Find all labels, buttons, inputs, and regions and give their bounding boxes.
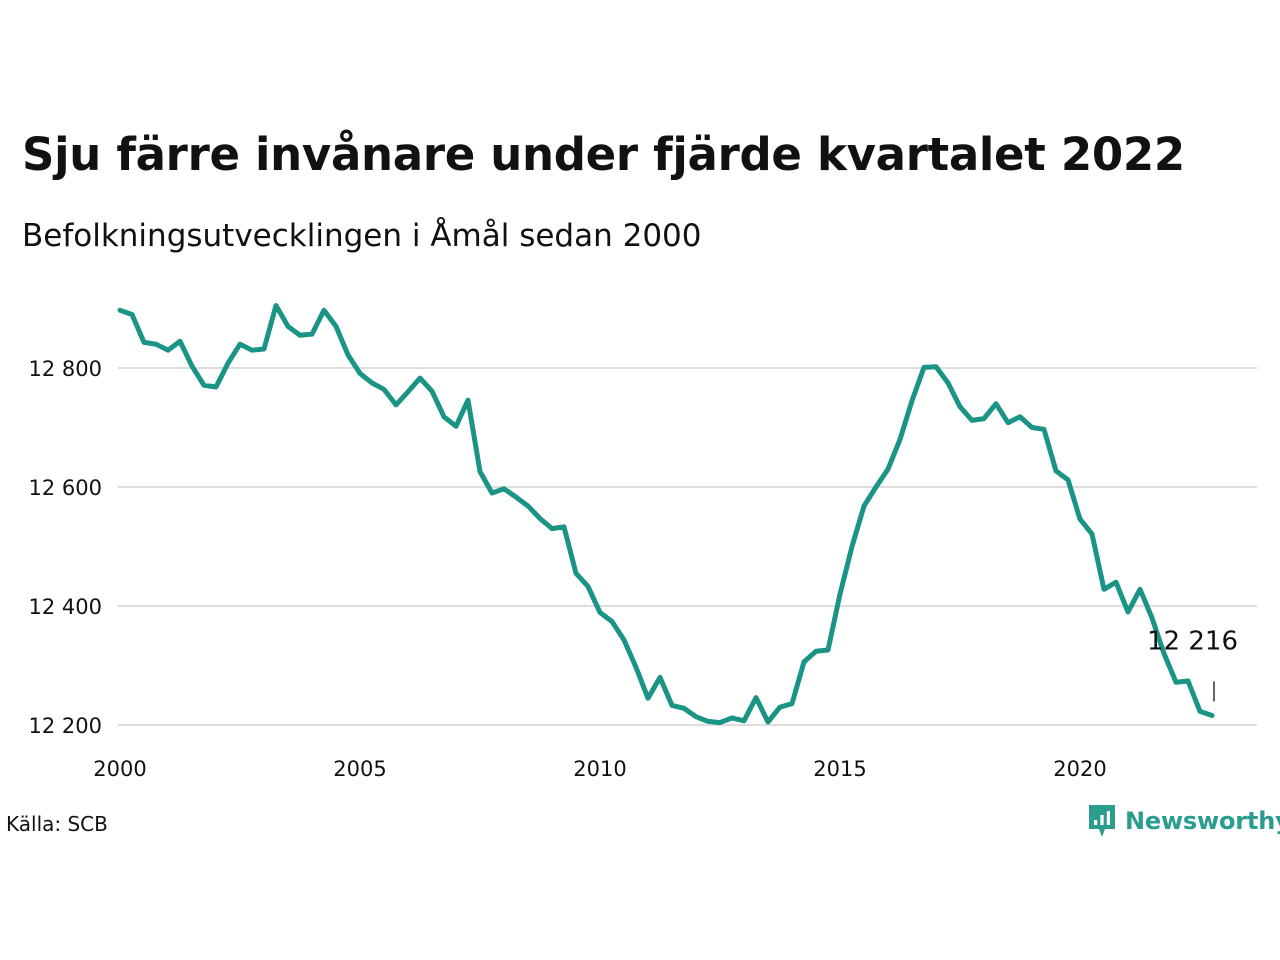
- y-tick-label: 12 600: [29, 476, 102, 500]
- brand-logo: Newsworthy: [1087, 803, 1280, 839]
- y-tick-label: 12 800: [29, 357, 102, 381]
- population-series-line: [117, 303, 1215, 726]
- y-tick-label: 12 400: [29, 595, 102, 619]
- x-tick-label: 2010: [573, 757, 626, 781]
- population-line-chart: 12 200 12 400 12 600 12 800 2000 2005 2010 201…: [29, 303, 1257, 781]
- gridlines: [118, 367, 1257, 726]
- x-axis-ticks: 2000 2005 2010 2015 2020: [93, 757, 1106, 781]
- x-tick-label: 2000: [93, 757, 146, 781]
- y-tick-label: 12 200: [29, 714, 102, 738]
- x-tick-label: 2020: [1053, 757, 1106, 781]
- x-tick-label: 2005: [333, 757, 386, 781]
- x-tick-label: 2015: [813, 757, 866, 781]
- newsworthy-logo-icon: [1089, 805, 1115, 837]
- source-label: Källa: SCB: [6, 812, 108, 836]
- brand-name: Newsworthy: [1125, 807, 1280, 835]
- end-value-label: 12 216: [1147, 626, 1238, 656]
- chart-subtitle: Befolkningsutvecklingen i Åmål sedan 200…: [22, 218, 702, 254]
- chart-title: Sju färre invånare under fjärde kvartale…: [22, 128, 1185, 181]
- y-axis-ticks: 12 200 12 400 12 600 12 800: [29, 357, 102, 738]
